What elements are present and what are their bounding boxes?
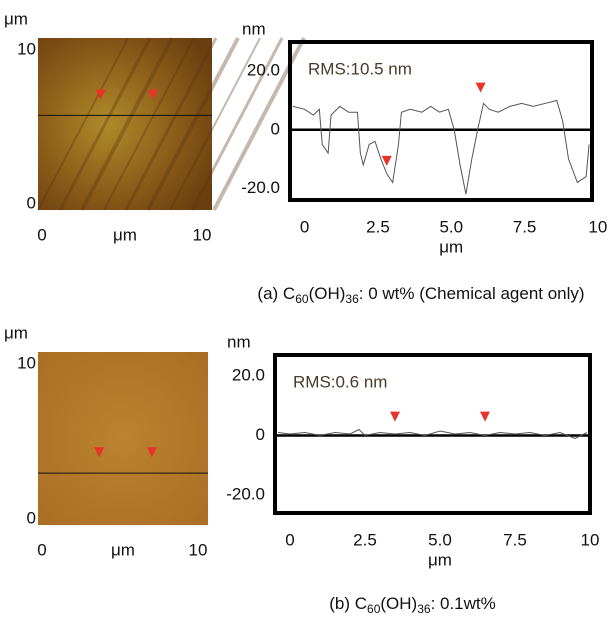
marker	[381, 155, 392, 166]
caption-part: (OH)	[380, 594, 417, 613]
caption-part: 36	[345, 292, 359, 306]
x-axis-label: μm	[439, 237, 463, 256]
y-tick-label: 20.0	[247, 61, 280, 80]
caption-part: : 0 wt% (Chemical agent only)	[359, 284, 585, 303]
x-tick-label: 5.0	[428, 530, 452, 549]
marker	[95, 89, 106, 100]
marker	[94, 447, 105, 458]
x-tick-label: 0	[285, 530, 294, 549]
x-tick-label: 7.5	[513, 217, 537, 236]
y-tick-label: 0	[256, 425, 265, 444]
texture	[169, 37, 261, 211]
y-tick-label: -20.0	[241, 178, 280, 197]
caption-part: (OH)	[309, 284, 346, 303]
profile-line	[292, 99, 590, 195]
x-tick-label: 2.5	[353, 530, 377, 549]
texture	[190, 37, 284, 211]
caption-part: 60	[367, 602, 381, 616]
marker	[147, 89, 158, 100]
x-tick-label: 10	[189, 540, 208, 559]
y-axis-label: μm	[4, 323, 28, 342]
caption-part: (b) C	[329, 594, 367, 613]
texture	[37, 37, 129, 211]
x-tick-label: 10	[588, 217, 607, 236]
caption-part: : 0.1wt%	[431, 594, 496, 613]
marker	[146, 447, 157, 458]
afm-image	[38, 38, 212, 210]
x-tick-label: 0	[37, 540, 46, 559]
y-tick-label: 0	[271, 119, 280, 138]
x-tick-label: 10	[193, 225, 212, 244]
y-tick-label: 0	[27, 508, 36, 527]
annotation: RMS:0.6 nm	[293, 372, 387, 391]
annotation: RMS:10.5 nm	[308, 59, 412, 78]
x-tick-label: 10	[581, 530, 600, 549]
y-tick-label: 0	[27, 193, 36, 212]
y-axis-label: μm	[4, 9, 28, 28]
x-tick-label: 7.5	[503, 530, 527, 549]
caption: (a) C60(OH)36: 0 wt% (Chemical agent onl…	[257, 284, 584, 306]
texture	[103, 37, 195, 211]
x-tick-label: 5.0	[439, 217, 463, 236]
caption-part: 36	[417, 602, 431, 616]
afm-image	[38, 352, 208, 525]
texture	[58, 37, 152, 211]
plot-frame	[288, 40, 594, 202]
caption-part: (a) C	[257, 284, 295, 303]
profile-line	[277, 428, 588, 440]
plot-frame	[273, 353, 592, 515]
marker	[480, 411, 490, 422]
y-tick-label: -20.0	[226, 485, 265, 504]
y-tick-label: 10	[17, 353, 36, 372]
x-axis-label: μm	[428, 550, 452, 569]
y-tick-label: 10	[17, 39, 36, 58]
texture	[124, 37, 218, 211]
x-tick-label: 2.5	[366, 217, 390, 236]
y-tick-label: 20.0	[232, 365, 265, 384]
x-axis-label: μm	[111, 540, 135, 559]
texture	[146, 37, 240, 211]
caption-part: 60	[295, 292, 309, 306]
caption: (b) C60(OH)36: 0.1wt%	[329, 594, 496, 616]
x-axis-label: μm	[113, 225, 137, 244]
x-tick-label: 0	[37, 225, 46, 244]
marker	[390, 411, 400, 422]
x-tick-label: 0	[300, 217, 309, 236]
marker	[475, 82, 486, 93]
y-axis-label: nm	[242, 19, 266, 38]
y-axis-label: nm	[227, 332, 251, 351]
texture	[80, 37, 174, 211]
